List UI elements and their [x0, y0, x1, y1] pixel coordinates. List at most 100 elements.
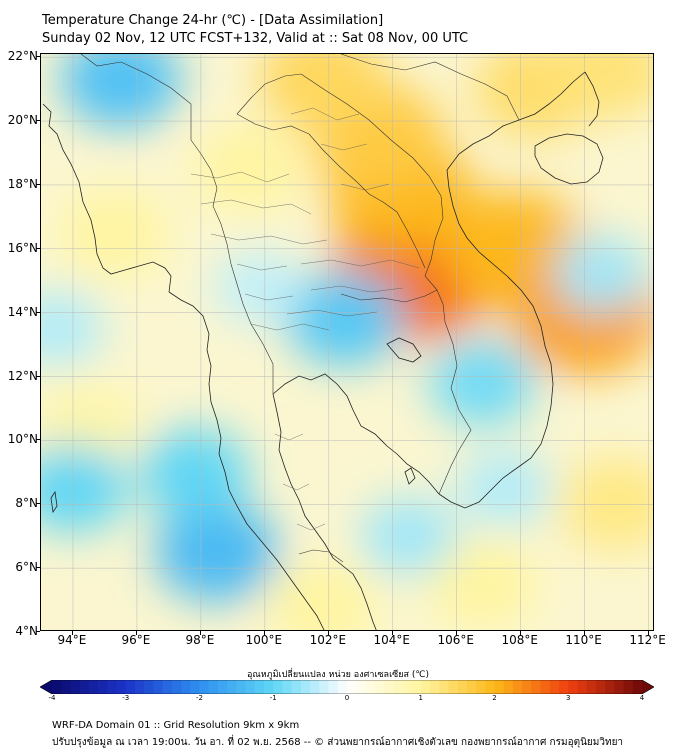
colorbar-segment	[217, 680, 228, 694]
colorbar-tick-label: -2	[196, 694, 203, 702]
map-title: Temperature Change 24-hr (℃) - [Data Ass…	[42, 13, 384, 28]
colorbar-segment	[466, 680, 477, 694]
colorbar-segment	[300, 680, 311, 694]
lat-tick	[36, 311, 40, 313]
coastline-hainan	[534, 133, 604, 185]
coastline-tenasserim	[168, 291, 258, 537]
border-thailand-malaysia	[298, 549, 344, 563]
graticule	[41, 54, 653, 630]
field-blob	[552, 235, 649, 313]
lat-label: 16°N	[7, 240, 38, 255]
province-boundaries	[190, 107, 420, 531]
map-subtitle: Sunday 02 Nov, 12 UTC FCST+132, Valid at…	[42, 31, 469, 46]
colorbar-segment	[282, 680, 293, 694]
lon-tick	[327, 631, 329, 635]
colorbar-segment	[568, 680, 579, 694]
lon-tick	[135, 631, 137, 635]
colorbar-segment	[632, 680, 643, 694]
lat-label: 14°N	[7, 304, 38, 319]
coastline-malay-east	[272, 393, 377, 630]
lon-tick	[647, 631, 649, 635]
colorbar	[40, 680, 654, 694]
lake-tonle-sap	[386, 337, 422, 363]
field-blob	[41, 291, 104, 366]
colorbar-segment	[199, 680, 210, 694]
lat-label: 20°N	[7, 113, 38, 128]
lon-label: 106°E	[437, 633, 474, 647]
colorbar-segment	[171, 680, 182, 694]
colorbar-segment	[448, 680, 459, 694]
lat-label: 6°N	[15, 560, 38, 575]
colorbar-segment	[540, 680, 551, 694]
field-blob	[60, 54, 182, 128]
colorbar-tick-label: -1	[269, 694, 277, 702]
colorbar-segment	[208, 680, 219, 694]
lon-label: 98°E	[185, 633, 215, 647]
colorbar-segment	[577, 680, 588, 694]
colorbar-title: อุณหภูมิเปลี่ยนแปลง หน่วย องศาเซลเซียส (…	[246, 670, 430, 680]
lon-label: 100°E	[245, 633, 283, 647]
islands-andaman	[50, 490, 58, 514]
footer-credit: ปรับปรุงข้อมูล ณ เวลา 19:00น. วัน อา. ที…	[52, 737, 624, 748]
colorbar-segment	[264, 680, 274, 694]
colorbar-segment	[393, 680, 403, 694]
colorbar-segment	[181, 680, 191, 694]
lat-tick	[36, 567, 40, 569]
colorbar-segment	[134, 680, 145, 694]
country-borders	[80, 54, 520, 563]
colorbar-segment	[614, 680, 625, 694]
border-myanmar-china	[80, 54, 192, 140]
border-laos-china	[236, 73, 302, 115]
lon-label: 96°E	[121, 633, 151, 647]
border-laos-vietnam	[300, 73, 444, 291]
colorbar-segment	[337, 680, 348, 694]
colorbar-segment	[457, 680, 468, 694]
lon-label: 94°E	[57, 633, 87, 647]
colorbar-tick-label: 4	[639, 694, 645, 702]
temperature-map	[41, 54, 653, 630]
colorbar-segment	[420, 680, 431, 694]
lat-label: 18°N	[7, 176, 38, 191]
colorbar-segment	[310, 680, 320, 694]
colorbar-tick-label: -4	[48, 694, 56, 702]
map-frame	[40, 53, 654, 631]
border-thailand-laos	[236, 113, 426, 269]
colorbar-segment	[605, 680, 615, 694]
colorbar-segment	[485, 680, 496, 694]
field-blob	[549, 54, 653, 119]
colorbar-segment	[383, 680, 394, 694]
lat-tick	[36, 183, 40, 185]
colorbar-segment	[494, 680, 505, 694]
lat-label: 12°N	[7, 368, 38, 383]
border-cambodia-vietnam	[438, 321, 472, 495]
provinces-laos	[290, 107, 390, 191]
field-blob	[427, 540, 538, 629]
field-blob	[154, 502, 279, 602]
field-blob	[458, 451, 551, 526]
colorbar-segment	[319, 680, 330, 694]
colorbar-tick-label: 1	[418, 694, 423, 702]
lat-tick	[36, 247, 40, 249]
colorbar-segment	[245, 680, 256, 694]
colorbar-tick-label: -3	[122, 694, 130, 702]
colorbar-segment	[439, 680, 450, 694]
colorbar-segment	[522, 680, 532, 694]
provinces-central	[236, 263, 330, 331]
provinces-north	[190, 171, 328, 245]
colorbar-tick-label: 2	[492, 694, 497, 702]
colorbar-segment	[512, 680, 523, 694]
colorbar-segment	[347, 680, 357, 694]
colorbar-segment	[595, 680, 606, 694]
colorbar-segment	[549, 680, 560, 694]
lon-tick	[519, 631, 521, 635]
colorbar-segment	[356, 680, 367, 694]
colorbar-segment	[531, 680, 542, 694]
colorbar-segment	[402, 680, 413, 694]
lon-label: 110°E	[565, 633, 602, 647]
colorbar-segment	[107, 680, 118, 694]
lon-label: 112°E	[629, 633, 666, 647]
colorbar-segment	[429, 680, 440, 694]
island-phu-quoc	[404, 467, 416, 485]
field-blob	[429, 340, 536, 426]
coastline-gulf-head	[272, 373, 440, 495]
